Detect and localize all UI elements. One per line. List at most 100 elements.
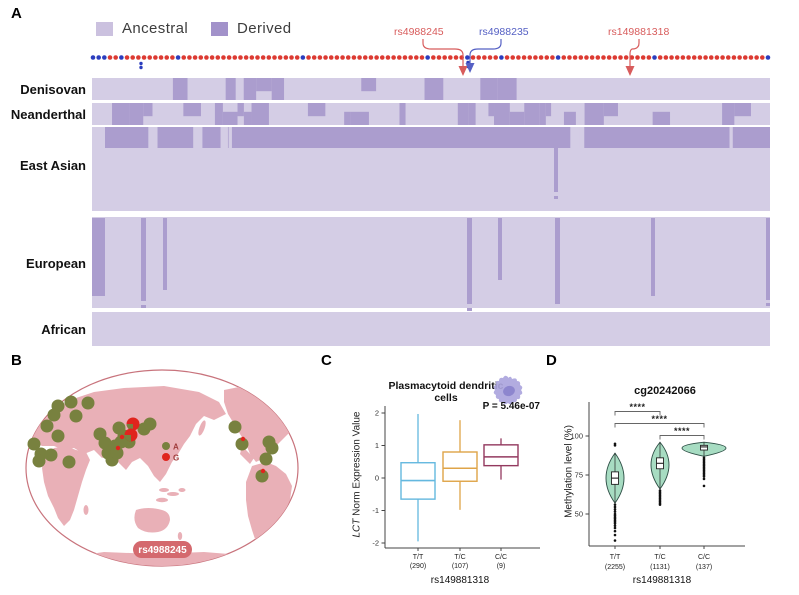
snp-dot xyxy=(357,55,362,60)
d-group-label: C/C xyxy=(698,554,710,561)
snp-dot xyxy=(181,55,187,60)
outlier-dot xyxy=(613,508,617,511)
snp-dot xyxy=(436,55,442,60)
derived-block xyxy=(766,218,770,300)
snp-dot xyxy=(175,55,181,60)
heatmap-row xyxy=(92,312,770,346)
derived-swatch xyxy=(211,21,228,36)
allele-a-label: A xyxy=(173,443,179,452)
population-dot xyxy=(259,452,273,466)
row-label-african: African xyxy=(41,322,86,337)
population-dot xyxy=(27,437,41,451)
derived-block xyxy=(307,103,326,117)
population-dot xyxy=(265,441,279,455)
snp-dot xyxy=(708,55,714,60)
snp-dot xyxy=(618,55,623,60)
derived-block xyxy=(524,103,540,125)
derived-block xyxy=(468,103,476,125)
box xyxy=(442,451,478,482)
derived-label: Derived xyxy=(237,20,292,37)
snp-label-rs4988245: rs4988245 xyxy=(394,26,444,38)
derived-block xyxy=(141,218,146,301)
snp-dot xyxy=(572,55,578,60)
snp-dot xyxy=(714,55,720,60)
snp-dot xyxy=(96,55,101,60)
c-y-tick-label: 0 xyxy=(375,474,379,483)
snp-dot xyxy=(589,55,595,60)
snp-dot xyxy=(754,55,759,60)
derived-block xyxy=(237,103,244,117)
outlier-dot xyxy=(613,539,617,542)
snp-dot xyxy=(504,55,510,60)
c-ylabel-rest: Norm Expression Value xyxy=(351,411,363,519)
derived-block xyxy=(222,111,238,125)
snp-dot xyxy=(124,55,130,60)
snp-dot xyxy=(720,55,725,60)
snp-dot xyxy=(510,55,516,60)
snp-label-rs149881318: rs149881318 xyxy=(608,26,670,38)
snp-dot xyxy=(521,55,527,60)
snp-dot xyxy=(601,55,606,60)
snp-dot xyxy=(153,55,158,60)
derived-block xyxy=(350,111,369,125)
snp-dot xyxy=(340,55,345,60)
derived-block xyxy=(545,103,552,117)
derived-block xyxy=(734,103,751,117)
snp-dot xyxy=(306,55,311,60)
snp-dot xyxy=(431,55,436,60)
derived-block xyxy=(509,111,525,125)
inner-box xyxy=(700,444,708,451)
minor-allele-slice xyxy=(260,468,266,474)
map-legend: A G xyxy=(162,442,179,463)
snp-tag-text: rs4988245 xyxy=(138,545,187,556)
c-title: Plasmacytoid dendritic cells xyxy=(388,380,504,404)
population-dot xyxy=(44,448,58,462)
ancestral-label: Ancestral xyxy=(122,20,189,37)
derived-block xyxy=(457,103,469,125)
snp-dot xyxy=(368,55,374,60)
c-pvalue: P = 5.46e-07 xyxy=(482,401,540,412)
snp-dot xyxy=(317,55,323,60)
population-dot xyxy=(47,408,61,422)
snp-dot xyxy=(629,55,635,60)
outlier-dot xyxy=(613,524,617,527)
snp-dot xyxy=(272,55,277,60)
derived-block xyxy=(652,111,671,125)
snp-dot xyxy=(232,55,238,60)
derived-block xyxy=(243,78,257,100)
c-group-n: (107) xyxy=(452,563,468,570)
ancestral-swatch xyxy=(96,21,113,36)
c-group-label: C/C xyxy=(495,554,507,561)
derived-block xyxy=(584,103,604,125)
derived-block xyxy=(467,308,472,311)
snp-dot xyxy=(419,55,425,60)
d-title: cg20242066 xyxy=(634,385,696,397)
snp-dot xyxy=(158,55,164,60)
snp-dot xyxy=(482,55,487,60)
snp-dot xyxy=(555,55,561,60)
outlier-dot xyxy=(613,522,617,525)
panel-c-label: C xyxy=(321,352,332,369)
snp-dot xyxy=(334,55,340,60)
outlier-dot xyxy=(658,503,662,506)
c-x-axis-label: rs149881318 xyxy=(430,575,490,586)
snp-dot xyxy=(578,55,584,60)
snp-dot xyxy=(612,55,618,60)
derived-block xyxy=(563,111,576,125)
snp-dot xyxy=(544,55,550,60)
c-y-axis-label: LCT Norm Expression Value xyxy=(352,390,363,560)
snp-dot xyxy=(663,55,669,60)
significance-bracket xyxy=(614,423,705,428)
snp-dot xyxy=(646,55,652,60)
population-dot xyxy=(98,436,112,450)
c-y-tick-label: 1 xyxy=(375,441,379,450)
snp-dot xyxy=(550,55,555,60)
snp-dot xyxy=(448,55,453,60)
snp-dot xyxy=(238,55,243,60)
d-group-label: T/T xyxy=(610,554,621,561)
snp-dot xyxy=(385,55,391,60)
population-dot xyxy=(81,396,95,410)
central-america-landmass xyxy=(240,446,254,464)
minor-allele-slice xyxy=(240,436,246,442)
outlier-dot xyxy=(702,477,706,481)
